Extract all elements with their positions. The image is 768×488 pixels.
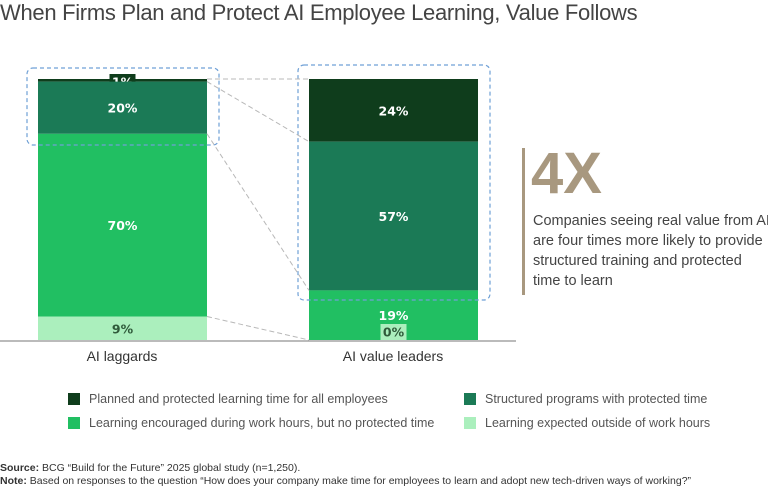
- legend-swatch: [464, 417, 476, 429]
- stacked-bar-chart: 1%20%70%9%24%57%19%0%: [0, 64, 516, 342]
- legend-item-planned: Planned and protected learning time for …: [68, 392, 388, 406]
- bar-segment: [38, 133, 207, 317]
- highlight-box-leaders: [297, 64, 491, 301]
- data-label: 20%: [108, 101, 138, 116]
- data-label: 9%: [112, 321, 134, 336]
- legend-swatch: [464, 393, 476, 405]
- legend-label: Learning expected outside of work hours: [485, 416, 711, 430]
- bar-segment: [38, 81, 207, 134]
- category-label-leaders: AI value leaders: [342, 348, 444, 364]
- callout-text: Companies seeing real value from AI are …: [533, 213, 768, 289]
- category-label-laggards: AI laggards: [86, 348, 158, 364]
- data-label: 57%: [379, 209, 409, 224]
- legend-swatch: [68, 393, 80, 405]
- legend-label: Planned and protected learning time for …: [89, 392, 388, 406]
- legend-swatch: [68, 417, 80, 429]
- legend-item-encouraged: Learning encouraged during work hours, b…: [68, 416, 434, 430]
- label-box: [380, 324, 407, 340]
- connector-line: [206, 81, 310, 143]
- data-label: 0%: [383, 325, 405, 340]
- connector-line: [206, 316, 310, 341]
- legend-item-outside: Learning expected outside of work hours: [464, 416, 710, 430]
- chart-title: When Firms Plan and Protect AI Employee …: [0, 0, 638, 25]
- highlight-box-laggards: [26, 67, 220, 146]
- data-label: 19%: [379, 308, 409, 323]
- callout-figure: 4X: [531, 141, 602, 206]
- bar-segment: [309, 141, 478, 291]
- bar-segment: [38, 316, 207, 340]
- data-label: 70%: [108, 218, 138, 233]
- source-note: Source: BCG “Build for the Future” 2025 …: [0, 462, 301, 474]
- legend-item-structured: Structured programs with protected time: [464, 392, 707, 406]
- callout-bar: [522, 148, 525, 295]
- legend-label: Structured programs with protected time: [485, 392, 708, 406]
- data-label: 24%: [379, 103, 409, 118]
- legend-label: Learning encouraged during work hours, b…: [89, 416, 435, 430]
- connector-line: [206, 133, 310, 291]
- footnote: Note: Based on responses to the question…: [0, 475, 692, 487]
- bar-segment: [309, 79, 478, 142]
